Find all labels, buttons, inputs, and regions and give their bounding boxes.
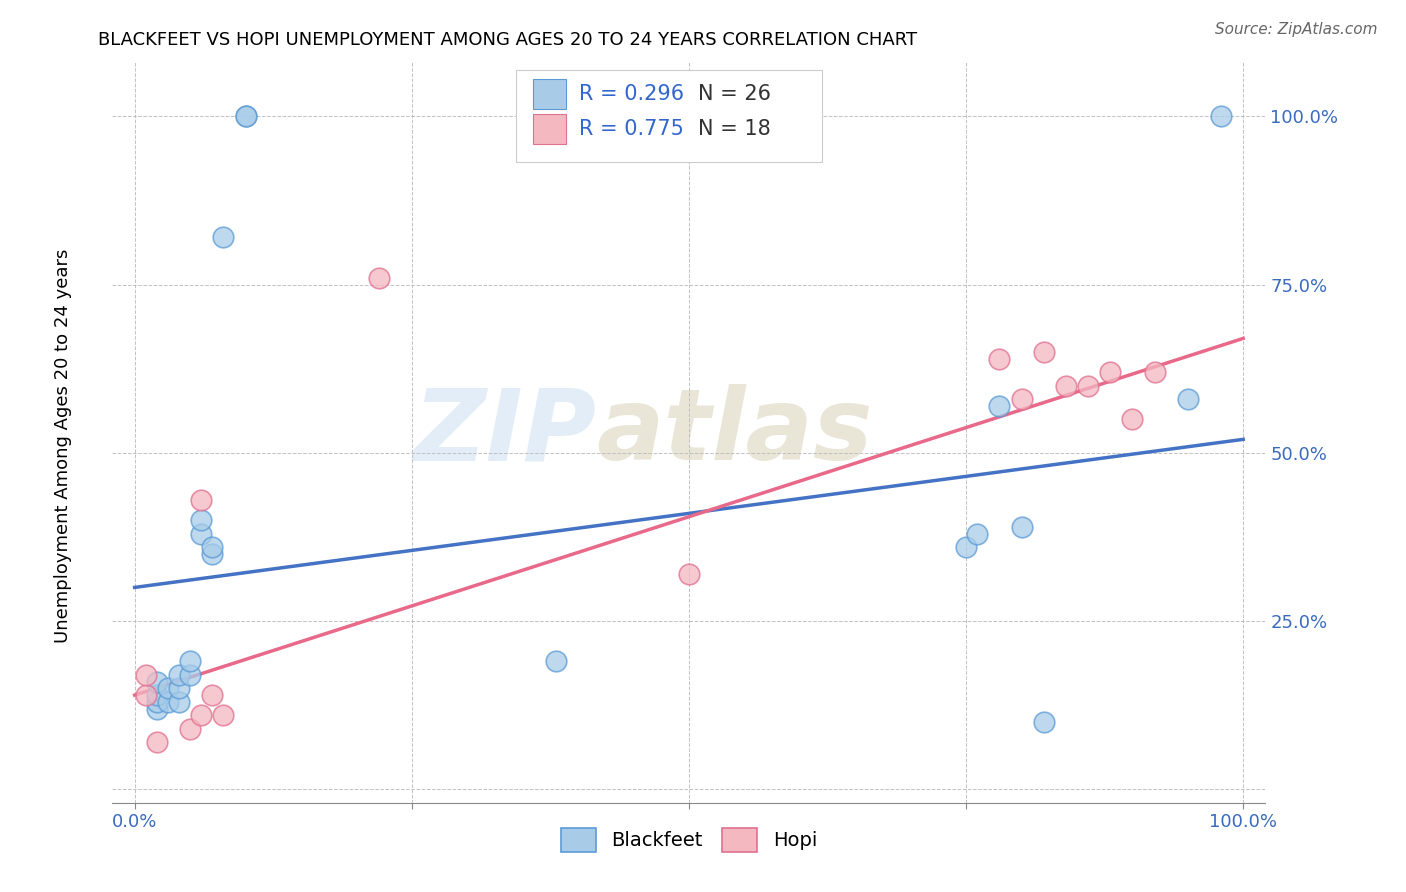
Point	[190, 526, 212, 541]
Point	[156, 681, 179, 696]
Point	[1177, 392, 1199, 406]
Point	[179, 722, 201, 736]
Text: atlas: atlas	[596, 384, 873, 481]
Point	[146, 688, 169, 702]
Point	[167, 668, 190, 682]
Point	[135, 668, 157, 682]
Point	[156, 695, 179, 709]
Point	[367, 270, 389, 285]
Text: BLACKFEET VS HOPI UNEMPLOYMENT AMONG AGES 20 TO 24 YEARS CORRELATION CHART: BLACKFEET VS HOPI UNEMPLOYMENT AMONG AGE…	[98, 31, 918, 49]
Point	[201, 688, 224, 702]
Point	[988, 399, 1011, 413]
Point	[135, 688, 157, 702]
Point	[1011, 520, 1033, 534]
Point	[1209, 109, 1232, 123]
Text: N = 18: N = 18	[699, 119, 770, 139]
Point	[955, 540, 977, 554]
Text: N = 26: N = 26	[699, 84, 770, 104]
Point	[1099, 365, 1122, 379]
Point	[179, 655, 201, 669]
Point	[179, 668, 201, 682]
Point	[235, 109, 257, 123]
Legend: Blackfeet, Hopi: Blackfeet, Hopi	[553, 821, 825, 860]
Bar	[533, 79, 565, 109]
FancyBboxPatch shape	[516, 70, 821, 162]
Point	[1143, 365, 1166, 379]
Point	[1121, 412, 1143, 426]
Point	[146, 695, 169, 709]
Point	[212, 708, 235, 723]
Point	[1054, 378, 1077, 392]
Text: R = 0.775: R = 0.775	[579, 119, 685, 139]
Text: Source: ZipAtlas.com: Source: ZipAtlas.com	[1215, 22, 1378, 37]
Bar	[533, 114, 565, 144]
Point	[678, 566, 700, 581]
Point	[167, 681, 190, 696]
Text: ZIP: ZIP	[413, 384, 596, 481]
Point	[1032, 714, 1054, 729]
Point	[201, 540, 224, 554]
Point	[190, 513, 212, 527]
Point	[988, 351, 1011, 366]
Point	[1032, 344, 1054, 359]
Point	[190, 492, 212, 507]
Point	[167, 695, 190, 709]
Point	[146, 674, 169, 689]
Point	[212, 230, 235, 244]
Point	[1077, 378, 1099, 392]
Point	[146, 735, 169, 749]
Text: Unemployment Among Ages 20 to 24 years: Unemployment Among Ages 20 to 24 years	[55, 249, 72, 643]
Point	[1011, 392, 1033, 406]
Point	[190, 708, 212, 723]
Point	[544, 655, 567, 669]
Point	[146, 701, 169, 715]
Point	[201, 547, 224, 561]
Point	[966, 526, 988, 541]
Text: R = 0.296: R = 0.296	[579, 84, 685, 104]
Point	[235, 109, 257, 123]
